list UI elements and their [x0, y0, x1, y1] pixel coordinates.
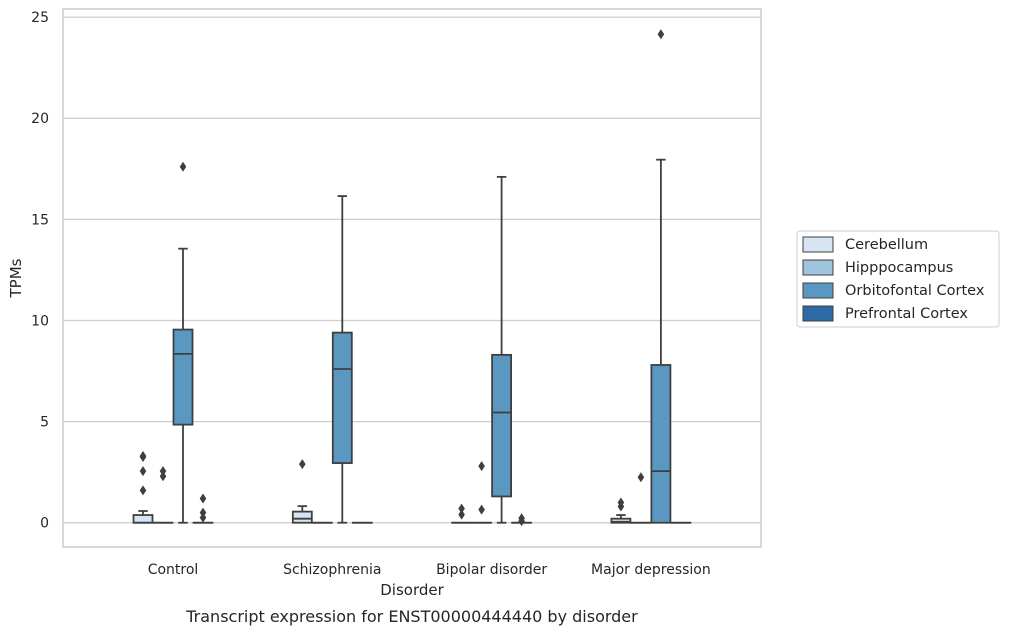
x-axis-title: Disorder [380, 581, 444, 599]
y-tick-label: 0 [40, 516, 49, 532]
y-tick-label: 15 [31, 212, 49, 228]
legend-frame [796, 230, 1000, 328]
plot-frame [62, 8, 762, 548]
outlier-point [139, 485, 147, 496]
box-body [132, 514, 154, 524]
x-tick-label: Major depression [591, 562, 711, 578]
box-3-0 [192, 493, 214, 524]
outlier-point [458, 503, 465, 514]
y-axis-ticks: 0 5 10 15 20 25 [31, 10, 49, 532]
box-2-0 [172, 161, 194, 524]
outlier-point [199, 493, 207, 504]
legend-swatch [802, 282, 834, 299]
box-body [610, 517, 632, 524]
outlier-point [518, 513, 525, 524]
y-tick-label: 5 [40, 415, 49, 431]
outlier-point [637, 472, 645, 483]
legend-swatch [802, 305, 834, 322]
box-body [291, 510, 313, 524]
outlier-point [199, 507, 207, 518]
outlier-point [199, 512, 207, 523]
outlier-point [139, 466, 147, 477]
box-1-2 [471, 461, 493, 524]
outlier-point [299, 459, 306, 470]
x-axis-ticks: Control Schizophrenia Bipolar disorder Majo… [148, 562, 711, 578]
box-2-2 [491, 175, 513, 524]
box-3-2 [511, 513, 532, 527]
box-0-1 [291, 459, 313, 524]
box-0-0 [132, 450, 154, 524]
box-body [491, 353, 513, 498]
legend-label: Hipppocampus [845, 260, 953, 276]
legend-swatch [802, 236, 834, 253]
box-body [172, 328, 194, 426]
outlier-point [139, 450, 147, 461]
box-body [331, 331, 353, 464]
box-1-0 [152, 466, 174, 524]
outlier-point [159, 471, 167, 482]
x-tick-label: Bipolar disorder [436, 562, 547, 578]
legend-swatch [802, 259, 834, 276]
outlier-point [478, 504, 485, 515]
outlier-point [657, 29, 665, 40]
box-1-3 [630, 472, 652, 524]
box-0-3 [610, 497, 632, 524]
y-tick-label: 10 [31, 313, 49, 329]
box-body [650, 364, 672, 524]
box-2-3 [650, 29, 672, 524]
y-tick-label: 25 [31, 10, 49, 26]
outlier-point [179, 161, 187, 172]
outlier-point [458, 509, 465, 520]
legend-label: Orbitofontal Cortex [845, 283, 985, 299]
outlier-point [159, 466, 167, 477]
x-tick-label: Schizophrenia [283, 562, 381, 578]
box-0-2 [451, 503, 473, 524]
chart-caption: Transcript expression for ENST0000044444… [185, 607, 638, 626]
outlier-point [617, 497, 625, 508]
box-2-1 [331, 195, 353, 524]
x-tick-label: Control [148, 562, 199, 578]
outlier-point [478, 461, 485, 472]
legend: Cerebellum Hipppocampus Orbitofontal Corte… [796, 230, 1000, 328]
legend-label: Prefrontal Cortex [845, 306, 968, 322]
y-tick-label: 20 [31, 111, 49, 127]
y-axis-title: TPMs [7, 258, 25, 298]
legend-label: Cerebellum [845, 237, 928, 253]
box-series [132, 29, 692, 527]
